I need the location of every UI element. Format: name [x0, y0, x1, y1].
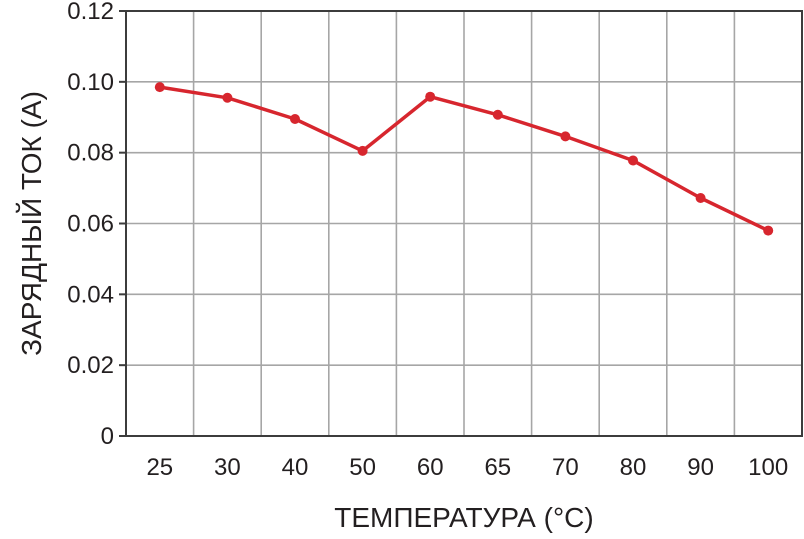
x-axis-title: ТЕМПЕРАТУРА (°C)	[334, 502, 593, 533]
y-tick-label: 0.08	[67, 140, 114, 167]
data-point	[154, 82, 165, 93]
x-tick-label: 70	[552, 454, 579, 481]
data-point	[357, 145, 368, 156]
y-tick-label: 0.06	[67, 211, 114, 238]
x-tick-label: 65	[484, 454, 511, 481]
y-tick-label: 0.10	[67, 69, 114, 96]
x-axis-ticks: 25 30 40 50 60 65 70 80 90 100	[146, 454, 788, 481]
y-axis-title: ЗАРЯДНЫЙ ТОК (A)	[16, 91, 47, 356]
data-point	[560, 131, 571, 142]
data-point	[492, 109, 503, 120]
x-tick-label: 100	[748, 454, 788, 481]
data-point	[290, 114, 300, 125]
data-point	[425, 91, 436, 102]
data-point	[695, 193, 706, 203]
series-line	[158, 85, 770, 233]
y-tick-label: 0.02	[67, 352, 114, 379]
x-tick-label: 90	[687, 454, 714, 481]
x-tick-label: 80	[620, 454, 647, 481]
data-point	[222, 92, 233, 103]
x-tick-label: 50	[349, 454, 376, 481]
data-point	[628, 155, 638, 166]
y-tick-label: 0	[101, 423, 114, 450]
y-axis-ticks: 0 0.02 0.04 0.06 0.08 0.10 0.12	[67, 0, 126, 450]
series	[154, 82, 774, 236]
x-tick-label: 60	[417, 454, 444, 481]
data-point	[763, 225, 774, 236]
y-tick-label: 0.04	[67, 281, 114, 308]
grid	[126, 11, 802, 436]
y-tick-label: 0.12	[67, 0, 114, 25]
x-tick-label: 30	[214, 454, 241, 481]
x-tick-label: 40	[282, 454, 309, 481]
x-tick-label: 25	[146, 454, 173, 481]
